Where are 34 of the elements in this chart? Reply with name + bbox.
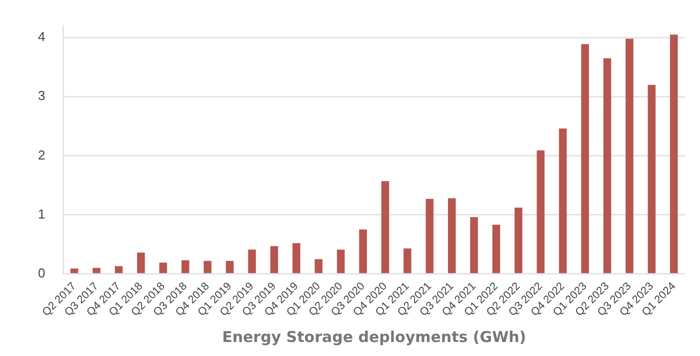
y-tick-label: 1 bbox=[38, 206, 46, 222]
y-tick-label: 0 bbox=[38, 265, 46, 280]
bar bbox=[181, 260, 190, 274]
bar bbox=[114, 266, 123, 274]
bar bbox=[336, 250, 345, 274]
bar bbox=[248, 250, 256, 274]
bar bbox=[648, 84, 656, 274]
bar bbox=[581, 44, 589, 274]
bar bbox=[226, 260, 234, 274]
bar bbox=[470, 217, 478, 274]
bar bbox=[70, 268, 78, 274]
bar bbox=[204, 260, 212, 274]
y-tick-label: 2 bbox=[38, 147, 46, 162]
bar bbox=[536, 150, 545, 274]
bar bbox=[448, 198, 456, 274]
bar bbox=[404, 248, 412, 274]
bar bbox=[626, 38, 634, 274]
bar bbox=[492, 224, 500, 274]
x-axis-title: Energy Storage deployments (GWh) bbox=[222, 328, 526, 346]
bar bbox=[670, 34, 678, 274]
bar bbox=[314, 259, 322, 274]
bar bbox=[92, 268, 100, 274]
bar bbox=[292, 243, 300, 274]
bar bbox=[381, 181, 390, 274]
bar bbox=[270, 246, 278, 274]
bar bbox=[426, 198, 434, 274]
y-tick-label: 3 bbox=[38, 88, 46, 104]
y-tick-label: 4 bbox=[38, 29, 46, 44]
bar bbox=[514, 208, 522, 274]
bar bbox=[359, 230, 367, 274]
bar bbox=[603, 58, 612, 274]
bar bbox=[137, 252, 145, 274]
bar bbox=[558, 128, 567, 274]
bar bbox=[159, 262, 168, 274]
